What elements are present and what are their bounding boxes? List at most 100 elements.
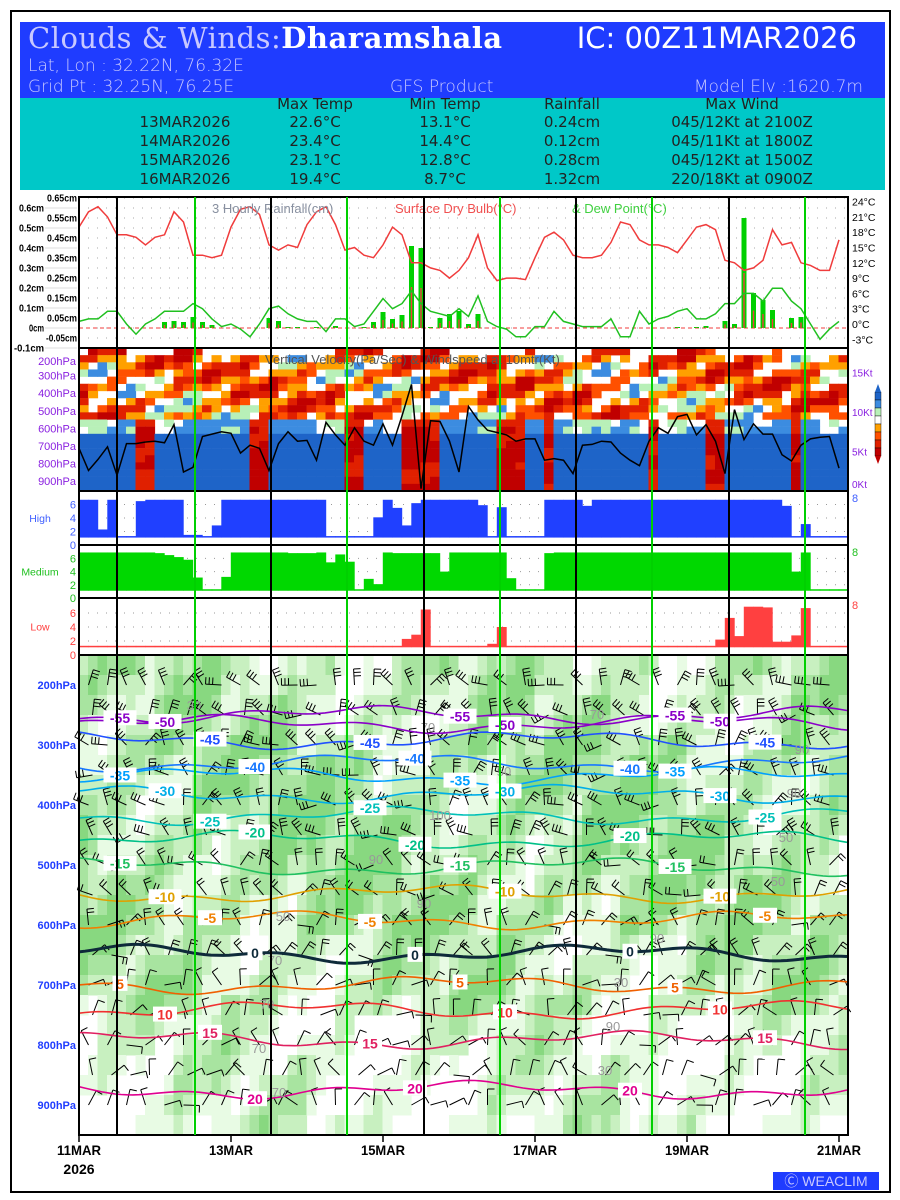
medium-axis-tick: 4 <box>70 567 76 579</box>
vv-cell <box>173 476 184 485</box>
wind-barb <box>453 1074 470 1078</box>
rh-cell <box>411 695 422 716</box>
rh-cell <box>420 695 431 716</box>
medium-cloud-bar <box>430 553 441 591</box>
rh-cell <box>648 1055 659 1076</box>
vv-cell <box>126 369 137 377</box>
grid-point: Grid Pt : 32.25N, 76.25E <box>28 77 235 97</box>
rh-cell <box>458 955 469 976</box>
wind-barb-flag <box>144 911 152 914</box>
rh-cell <box>287 955 298 976</box>
vv-cell <box>316 469 327 477</box>
wind-barb-flag <box>403 883 407 891</box>
rh-cell <box>411 815 422 836</box>
rh-cell <box>582 895 593 916</box>
wind-barb-flag <box>520 967 527 971</box>
rh-cell <box>164 895 175 916</box>
wind-barb-flag <box>118 702 123 710</box>
rh-cell <box>705 795 716 816</box>
rh-cell <box>363 895 374 916</box>
low-cloud-bar <box>183 645 194 648</box>
wind-barb-flag <box>236 793 244 798</box>
rh-cell <box>734 795 745 816</box>
rh-cell <box>620 875 631 896</box>
medium-cloud-bar <box>249 552 260 591</box>
vv-cell <box>487 383 498 392</box>
wind-barb-flag <box>185 968 193 971</box>
wind-barb-flag <box>79 795 84 802</box>
vv-cell <box>145 469 156 477</box>
medium-cloud-bar <box>88 552 99 591</box>
wind-barb-flag <box>643 802 648 810</box>
wind-barb-flag <box>506 703 514 708</box>
wind-barb-flag <box>366 881 372 889</box>
vv-cell <box>715 440 726 449</box>
rainfall-bar-core <box>477 321 479 328</box>
vv-cell <box>145 355 156 363</box>
rh-cell <box>135 895 146 916</box>
wind-barb-flag <box>444 1062 451 1068</box>
rh-cell <box>715 675 726 696</box>
vv-cell <box>743 405 754 413</box>
wind-barb-flag <box>149 969 157 973</box>
rh-cell <box>762 1015 773 1036</box>
vv-cell <box>344 462 355 470</box>
vv-cell <box>249 448 260 456</box>
rh-cell <box>202 935 213 956</box>
wind-barb-flag <box>480 787 488 791</box>
rh-cell <box>591 835 602 856</box>
low-cloud-bar <box>819 645 830 648</box>
vv-cell <box>819 405 830 413</box>
vv-cell <box>734 412 745 420</box>
rh-cell <box>183 955 194 976</box>
wind-barb-flag <box>310 1087 318 1091</box>
vv-cell <box>515 462 526 470</box>
summary-rain-cell: 1.32cm <box>543 170 601 188</box>
rh-cell <box>838 1055 849 1076</box>
low-cloud-bar <box>620 645 631 648</box>
vv-cell <box>781 419 792 427</box>
wind-barb <box>301 941 311 956</box>
vv-cell <box>648 440 659 449</box>
vv-cell <box>591 448 602 456</box>
wind-barb <box>183 1104 200 1107</box>
rh-cell <box>591 855 602 876</box>
vv-cell <box>202 376 213 384</box>
vv-cell <box>420 355 431 363</box>
rh-cell <box>601 655 612 676</box>
wind-barb-flag <box>377 791 382 799</box>
rh-cell <box>762 795 773 816</box>
medium-cloud-bar <box>202 589 213 591</box>
rh-cell <box>78 775 89 796</box>
rh-cell <box>392 915 403 936</box>
rh-cell <box>287 1075 298 1096</box>
rh-cell <box>458 675 469 696</box>
rh-cell <box>515 895 526 916</box>
rh-cell <box>658 1015 669 1036</box>
high-cloud-bar <box>126 536 137 538</box>
rh-cell <box>610 815 621 836</box>
vv-cell <box>468 362 479 370</box>
wind-barb-flag <box>653 670 661 674</box>
vv-cell <box>430 362 441 370</box>
vv-cell <box>325 376 336 384</box>
vv-cell <box>325 440 336 449</box>
wind-barb-flag <box>510 732 515 739</box>
rh-cell <box>781 815 792 836</box>
wind-barb-flag <box>676 734 684 737</box>
wind-barb <box>547 802 564 806</box>
vv-cell <box>430 376 441 384</box>
vv-cell <box>810 455 821 463</box>
vv-cell <box>135 398 146 406</box>
vv-cell <box>639 369 650 377</box>
medium-cloud-bar <box>230 552 241 591</box>
vv-cell <box>268 483 279 492</box>
vv-cell <box>126 412 137 420</box>
rh-cell <box>164 855 175 876</box>
rh-cell <box>135 1115 146 1136</box>
rh-cell <box>192 1075 203 1096</box>
vv-cell <box>667 469 678 477</box>
rh-cell <box>458 935 469 956</box>
vv-cell <box>696 390 707 399</box>
rh-cell <box>648 735 659 756</box>
